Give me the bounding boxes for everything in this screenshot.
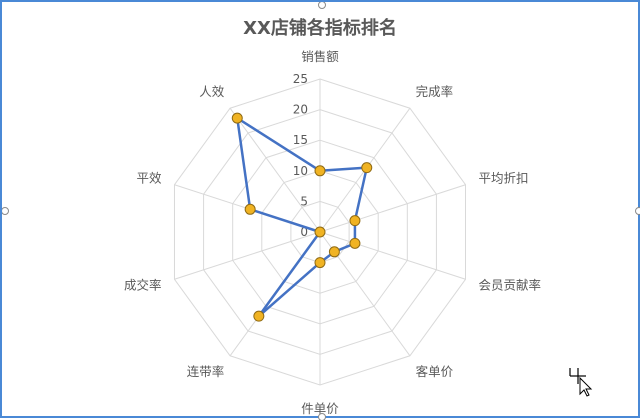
axis-label-1: 完成率 <box>416 84 454 99</box>
resize-handle[interactable] <box>319 414 326 420</box>
r-tick-label: 15 <box>293 133 308 147</box>
axis-label-9: 人效 <box>199 84 225 99</box>
data-point-7 <box>315 227 325 237</box>
data-point-5 <box>315 258 325 268</box>
axis-label-8: 平效 <box>136 171 162 186</box>
data-point-9 <box>232 113 242 123</box>
data-point-6 <box>254 311 264 321</box>
spoke-2 <box>320 185 466 232</box>
axis-label-7: 成交率 <box>124 277 162 292</box>
resize-handle[interactable] <box>319 2 326 9</box>
data-point-0 <box>315 166 325 176</box>
axis-label-6: 连带率 <box>187 364 225 379</box>
resize-handle[interactable] <box>2 208 9 215</box>
r-tick-label: 25 <box>293 72 308 86</box>
r-tick-label: 10 <box>293 164 308 178</box>
data-point-4 <box>329 247 339 257</box>
r-tick-label: 20 <box>293 103 308 117</box>
move-cursor-icon <box>570 368 591 396</box>
axis-label-0: 销售额 <box>301 49 339 64</box>
spoke-3 <box>320 232 466 279</box>
axis-label-4: 客单价 <box>416 364 454 379</box>
axis-label-2: 平均折扣 <box>479 171 529 186</box>
r-tick-label: 5 <box>300 194 308 208</box>
resize-handle[interactable] <box>636 208 640 215</box>
data-point-8 <box>245 204 255 214</box>
data-point-3 <box>350 238 360 248</box>
data-point-2 <box>350 216 360 226</box>
axis-label-3: 会员贡献率 <box>479 277 542 292</box>
spoke-7 <box>174 232 320 279</box>
series-line <box>237 118 367 316</box>
data-point-1 <box>362 163 372 173</box>
